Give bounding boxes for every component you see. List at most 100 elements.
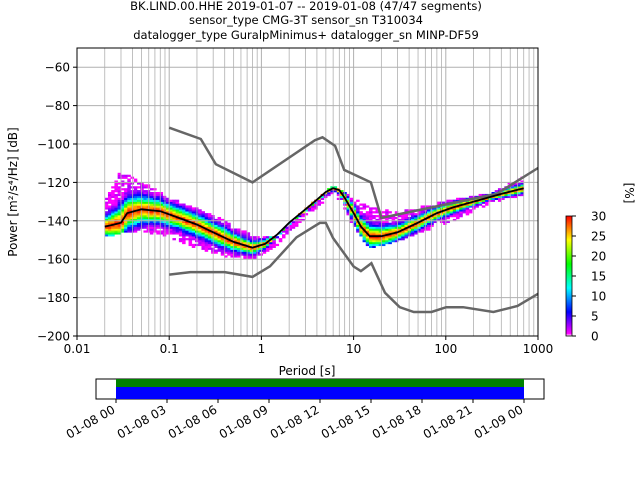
density-cell: [369, 211, 373, 214]
density-cell: [172, 230, 176, 233]
timeline-tick-label: 01-08 03: [115, 402, 169, 441]
density-cell: [224, 251, 228, 254]
density-cell: [204, 230, 209, 233]
density-cell: [365, 215, 370, 218]
density-cell: [233, 251, 238, 254]
density-cell: [391, 220, 396, 224]
density-cell: [520, 190, 525, 193]
density-cell: [120, 224, 125, 227]
density-cell: [175, 211, 180, 214]
density-cell: [133, 211, 138, 214]
density-cell: [107, 218, 112, 222]
density-cell: [124, 211, 128, 214]
density-cell: [156, 195, 160, 199]
density-cell: [140, 211, 144, 214]
density-cell: [224, 243, 228, 247]
density-cell: [175, 203, 180, 206]
density-cell: [104, 197, 109, 200]
density-cell: [159, 209, 164, 212]
density-cell: [178, 220, 183, 224]
density-cell: [156, 193, 160, 197]
density-cell: [375, 215, 379, 218]
density-cell: [510, 188, 515, 191]
median-line: [104, 187, 524, 249]
density-cell: [381, 224, 386, 227]
density-cell: [430, 213, 434, 216]
density-cell: [214, 222, 218, 225]
density-cell: [352, 211, 357, 214]
density-cell: [430, 222, 434, 225]
density-cell: [111, 192, 115, 195]
density-cell: [201, 228, 205, 231]
density-cell: [185, 205, 189, 208]
density-cell: [253, 255, 257, 258]
density-cell: [220, 243, 225, 247]
density-cell: [169, 228, 173, 231]
density-cell: [114, 213, 118, 216]
density-cell: [120, 201, 125, 204]
density-cell: [207, 213, 212, 216]
density-cell: [204, 222, 209, 225]
density-cell: [127, 218, 131, 222]
density-cell: [385, 232, 389, 235]
density-cell: [381, 230, 386, 233]
density-cell: [136, 220, 141, 224]
density-cell: [201, 213, 205, 216]
density-cell: [497, 199, 502, 202]
density-cell: [243, 234, 247, 237]
density-cell: [191, 218, 196, 222]
density-cell: [385, 240, 389, 243]
density-cell: [159, 215, 164, 218]
density-cell: [159, 193, 164, 197]
density-cell: [191, 207, 196, 210]
density-cell: [233, 247, 238, 250]
density-cell: [401, 234, 405, 237]
density-cell: [340, 197, 344, 200]
density-cell: [114, 184, 118, 187]
density-cell: [243, 232, 247, 235]
density-cell: [262, 245, 267, 248]
density-cell: [436, 207, 441, 210]
density-cell: [369, 209, 373, 212]
density-cell: [475, 205, 479, 208]
density-cell: [111, 234, 115, 237]
density-cell: [217, 249, 222, 252]
density-cell: [165, 209, 170, 212]
density-cell: [352, 205, 357, 208]
density-cell: [456, 216, 460, 220]
density-cell: [162, 203, 167, 206]
density-cell: [352, 222, 357, 225]
density-cell: [149, 203, 154, 206]
density-cell: [240, 238, 244, 241]
density-cell: [207, 238, 212, 241]
density-cell: [381, 241, 386, 245]
density-cell: [133, 178, 138, 181]
density-cell: [443, 218, 447, 222]
density-cell: [433, 209, 437, 212]
density-cell: [443, 211, 447, 214]
density-cell: [227, 243, 231, 247]
density-cell: [127, 230, 131, 233]
density-cell: [410, 222, 415, 225]
density-cell: [201, 247, 205, 250]
density-cell: [182, 228, 186, 231]
density-cell: [314, 205, 318, 208]
density-cell: [111, 199, 115, 202]
density-cell: [414, 215, 418, 218]
density-cell: [124, 174, 128, 177]
density-cell: [330, 190, 334, 193]
density-cell: [204, 224, 209, 227]
density-cell: [459, 211, 463, 214]
density-cell: [136, 193, 141, 197]
density-cell: [120, 215, 125, 218]
density-cell: [507, 193, 512, 197]
density-cell: [449, 209, 454, 212]
density-cell: [120, 213, 125, 216]
density-cell: [433, 207, 437, 210]
density-cell: [143, 192, 147, 195]
density-cell: [104, 211, 109, 214]
density-cell: [143, 197, 147, 200]
density-cell: [198, 220, 202, 224]
density-cell: [452, 211, 457, 214]
density-cell: [404, 209, 408, 212]
